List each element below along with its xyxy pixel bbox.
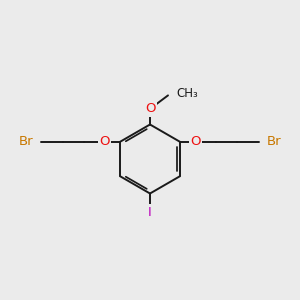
Text: Br: Br (267, 135, 281, 148)
Text: O: O (190, 135, 201, 148)
Text: Br: Br (19, 135, 33, 148)
Text: O: O (145, 102, 155, 116)
Text: O: O (99, 135, 110, 148)
Text: CH₃: CH₃ (176, 87, 198, 100)
Text: I: I (148, 206, 152, 219)
